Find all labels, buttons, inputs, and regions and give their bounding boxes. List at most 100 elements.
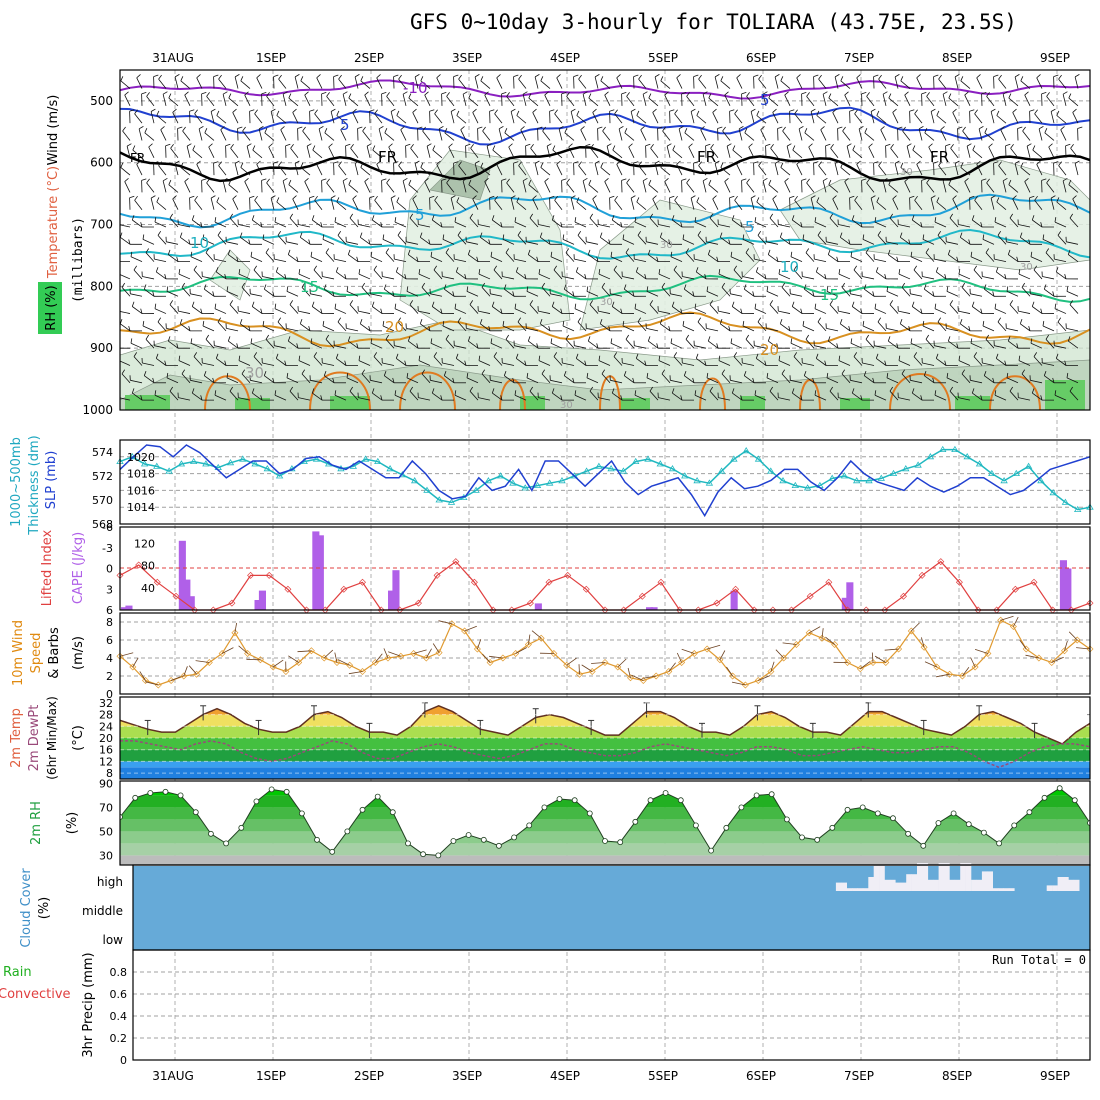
wind-barb-flag (226, 286, 229, 292)
wind-barb-flag (529, 386, 534, 392)
wind-barb (769, 304, 779, 314)
wind-barb (742, 362, 755, 366)
wind-barb-10m (334, 652, 338, 663)
wind-barb (582, 180, 587, 193)
wind-barb (538, 224, 551, 228)
wind-barb-flag (997, 230, 1002, 236)
wind-barb (334, 394, 347, 401)
wind-barb (498, 128, 503, 141)
wind-barb-flag (814, 390, 817, 396)
wind-barb-flag (474, 160, 480, 164)
wind-barb (594, 163, 599, 176)
wind-barb-flag (862, 234, 865, 240)
wind-barb (214, 308, 227, 314)
wind-barb-flag (769, 300, 774, 305)
wind-barb (298, 273, 311, 280)
wind-barb (534, 76, 539, 89)
wind-barb (409, 217, 419, 228)
wind-barb-flag (238, 355, 241, 361)
wind-barb (792, 392, 803, 401)
wind-barb-flag (134, 195, 138, 201)
wind-barb-flag (394, 217, 397, 223)
wind-barb-flag (311, 388, 315, 394)
wind-barb (958, 397, 971, 401)
cape-bar (254, 600, 262, 610)
wind-barb-flag (962, 126, 966, 132)
wind-barb (1062, 180, 1067, 193)
wind-barb (685, 339, 695, 349)
rh-point (480, 836, 487, 843)
wind-barb-flag (536, 256, 539, 262)
thickness-series-point (226, 459, 235, 466)
wind-barb-flag (719, 232, 723, 238)
wind-barb-flag (964, 91, 969, 96)
wind-barb (238, 273, 251, 280)
wind-barb (901, 287, 911, 297)
wind-barb (156, 271, 167, 280)
wind-barb (990, 111, 995, 124)
wind-barb-flag (634, 303, 637, 309)
wind-barb-flag (261, 178, 267, 181)
wind-barb (698, 78, 707, 89)
wind-barb-flag (841, 282, 846, 288)
wind-barb-flag (206, 178, 210, 184)
wind-barb-flag (649, 213, 654, 219)
wind-barb-flag (888, 179, 892, 185)
wind-barb-flag (132, 145, 136, 151)
wind-barb-flag (478, 269, 481, 275)
wind-barb (120, 236, 131, 245)
lifted-index-point (228, 599, 236, 607)
wind-barb (394, 221, 407, 228)
wind-barb-flag (395, 267, 399, 273)
wind-barb (736, 77, 743, 89)
wind-barb-10m (432, 643, 440, 653)
wind-barb-flag (251, 215, 255, 221)
wind-barb (288, 97, 299, 107)
wind-barb-flag (827, 336, 831, 342)
cape-bar (187, 596, 195, 610)
lifted-index-point (564, 571, 572, 579)
wind-barb (166, 328, 179, 332)
wind-barb-flag (829, 300, 834, 305)
wind-barb-flag (944, 360, 947, 366)
wind-barb-flag (878, 161, 882, 166)
wind-barb-flag (913, 265, 918, 271)
wind-barb (346, 377, 359, 384)
wind-barb (778, 310, 791, 314)
wind-barb-flag (277, 230, 282, 236)
wind-barb (226, 291, 239, 297)
wind-barb (882, 180, 887, 193)
wind-barb-flag (898, 355, 901, 361)
wind-barb (628, 146, 635, 158)
wind-barb (756, 201, 767, 211)
wind-barb-flag (169, 300, 174, 305)
wind-barb-flag (287, 336, 291, 342)
wind-barb-flag (592, 108, 597, 113)
wind-barb (146, 182, 155, 193)
wind-barb (1020, 236, 1031, 245)
wind-barb-flag (844, 91, 849, 96)
wind-barb-10m (183, 666, 188, 677)
wind-barb-flag (700, 126, 705, 131)
wind-barb-flag (758, 161, 762, 166)
wind-barb (154, 258, 167, 263)
wind-barb-flag (1058, 74, 1062, 80)
thickness-series-point (447, 498, 456, 505)
cloud-high-bar (933, 879, 939, 891)
wind-barb (718, 273, 731, 280)
wind-barb-flag (126, 143, 132, 147)
wind-barb (736, 164, 743, 176)
wind-barb-10m (775, 649, 784, 659)
wind-barb (494, 113, 503, 124)
lifted-index-point (806, 592, 814, 600)
wind-barb-flag (409, 386, 414, 392)
wind-barb-flag (394, 303, 397, 309)
wind-barb (496, 164, 503, 176)
wind-barb-10m (515, 647, 527, 654)
precip-tick: 0.6 (110, 988, 128, 1001)
wind-barb-flag (661, 282, 666, 288)
wind-barb-flag (900, 76, 904, 81)
wind-barb-flag (884, 360, 887, 366)
wind-barb (696, 358, 707, 366)
wind-barb (514, 258, 527, 263)
